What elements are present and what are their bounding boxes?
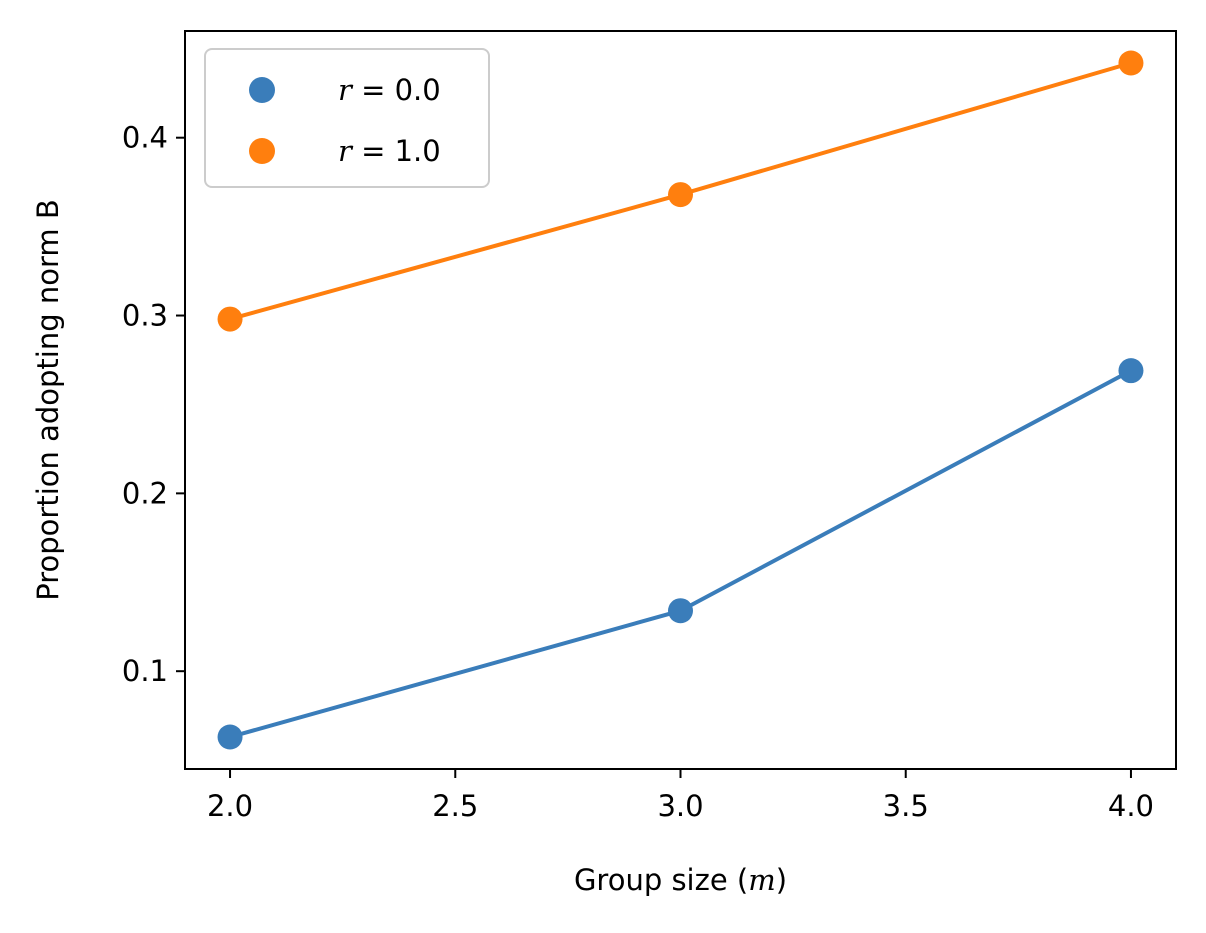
data-point-series-0 [217, 724, 243, 750]
plot-frame [184, 30, 1177, 770]
x-axis-label: Group size (m) [574, 863, 787, 897]
data-point-series-1 [217, 306, 243, 332]
series-layer [217, 50, 1144, 750]
series-line-0 [229, 368, 1132, 739]
x-tick-label: 3.5 [883, 789, 929, 823]
y-tick-label: 0.2 [122, 476, 168, 510]
x-tick-label: 3.0 [657, 789, 703, 823]
legend-label-0: r = 0.0 [338, 73, 441, 107]
data-point-series-0 [668, 598, 693, 624]
data-point-series-1 [1118, 50, 1144, 76]
ticks-layer: 2.0 2.5 3.0 3.5 4.0 0.1 0.2 0.3 0.4 [122, 121, 1154, 823]
x-tick-label: 4.0 [1108, 789, 1154, 823]
y-axis-label: Proportion adopting norm B [31, 199, 65, 601]
data-point-series-0 [1118, 358, 1144, 384]
legend-marker-0 [249, 77, 275, 103]
y-tick-label: 0.1 [122, 654, 168, 688]
y-tick-label: 0.3 [122, 299, 168, 333]
legend-label-1: r = 1.0 [338, 134, 441, 168]
legend: r = 0.0 r = 1.0 [204, 48, 490, 188]
legend-marker-1 [249, 138, 275, 164]
data-point-series-1 [668, 182, 693, 208]
y-tick-label: 0.4 [122, 121, 168, 155]
legend-box [204, 48, 490, 188]
x-tick-label: 2.0 [207, 789, 253, 823]
x-tick-label: 2.5 [432, 789, 478, 823]
